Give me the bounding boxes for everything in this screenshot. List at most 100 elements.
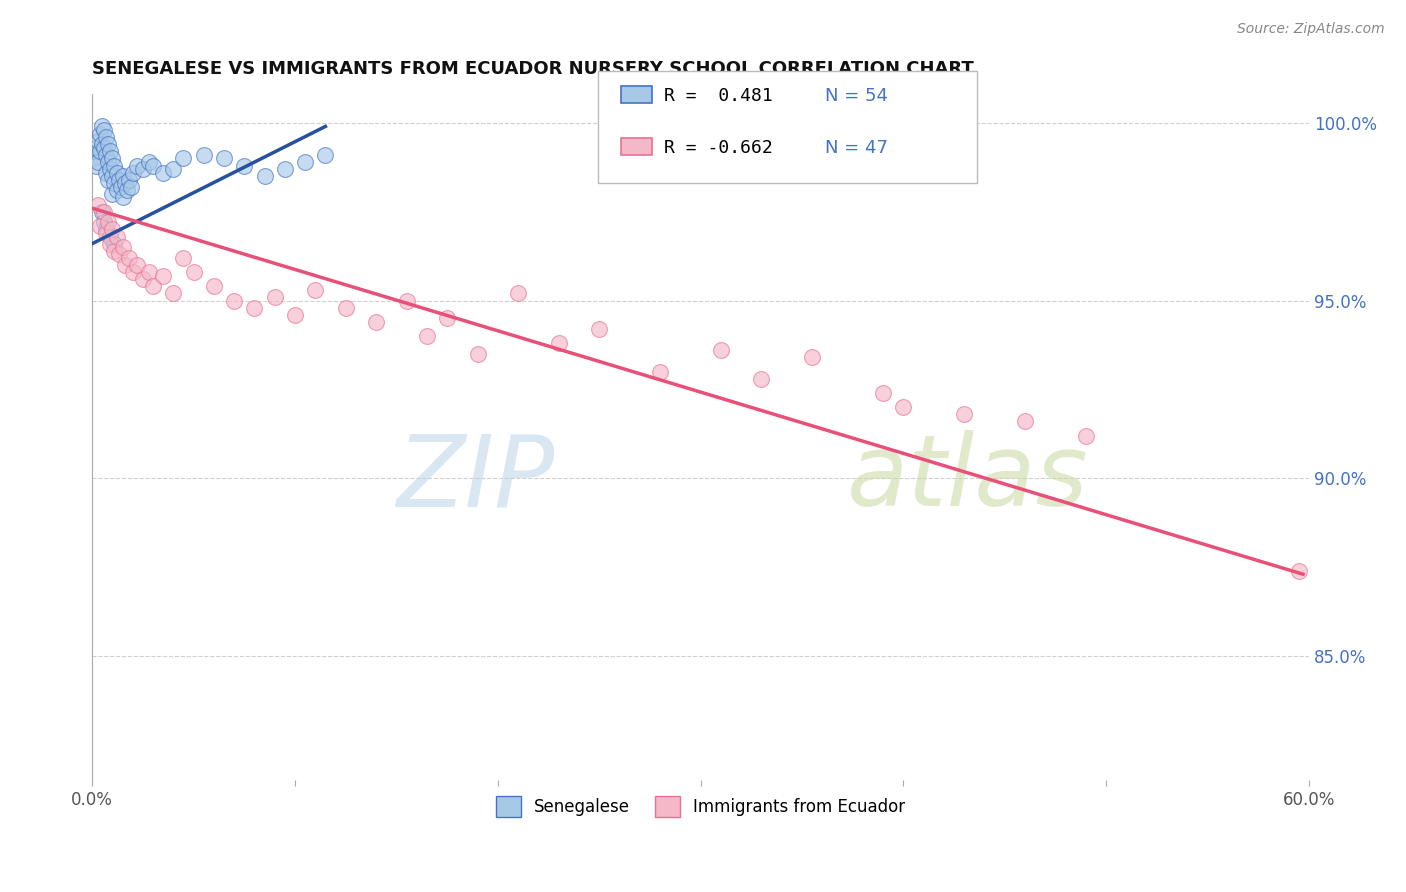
- Point: [335, 301, 357, 315]
- Point: [111, 240, 134, 254]
- Point: [172, 152, 194, 166]
- Point: [588, 322, 610, 336]
- Point: [97, 215, 120, 229]
- Point: [97, 172, 120, 186]
- Point: [87, 134, 110, 148]
- Point: [111, 169, 134, 183]
- Point: [172, 251, 194, 265]
- Point: [314, 148, 336, 162]
- Point: [84, 159, 107, 173]
- Point: [233, 159, 256, 173]
- Text: SENEGALESE VS IMMIGRANTS FROM ECUADOR NURSERY SCHOOL CORRELATION CHART: SENEGALESE VS IMMIGRANTS FROM ECUADOR NU…: [93, 60, 974, 78]
- Point: [101, 186, 124, 201]
- Point: [263, 290, 285, 304]
- Point: [142, 159, 165, 173]
- Text: atlas: atlas: [846, 430, 1088, 527]
- Point: [107, 247, 129, 261]
- Point: [416, 329, 439, 343]
- Text: Source: ZipAtlas.com: Source: ZipAtlas.com: [1237, 22, 1385, 37]
- Point: [284, 308, 307, 322]
- Point: [93, 123, 115, 137]
- Point: [96, 166, 118, 180]
- Point: [710, 343, 733, 358]
- Point: [83, 152, 105, 166]
- Point: [118, 172, 141, 186]
- Point: [91, 120, 114, 134]
- Point: [253, 169, 276, 183]
- Point: [100, 145, 122, 159]
- Point: [436, 311, 458, 326]
- Point: [101, 152, 124, 166]
- Point: [304, 283, 326, 297]
- Point: [114, 176, 136, 190]
- Point: [212, 152, 235, 166]
- Point: [105, 166, 128, 180]
- Point: [1014, 414, 1036, 428]
- Point: [115, 183, 138, 197]
- Point: [97, 137, 120, 152]
- Point: [751, 372, 773, 386]
- Point: [93, 204, 115, 219]
- Point: [91, 204, 114, 219]
- Point: [101, 222, 124, 236]
- Point: [142, 279, 165, 293]
- Point: [96, 226, 118, 240]
- Point: [120, 179, 142, 194]
- Point: [100, 229, 122, 244]
- Point: [801, 351, 824, 365]
- Point: [547, 336, 569, 351]
- Point: [105, 183, 128, 197]
- Point: [89, 145, 111, 159]
- Point: [93, 215, 115, 229]
- Point: [294, 155, 316, 169]
- Point: [648, 365, 671, 379]
- Point: [103, 236, 125, 251]
- Point: [152, 268, 174, 283]
- Point: [138, 155, 160, 169]
- Point: [96, 222, 118, 236]
- Point: [100, 162, 122, 177]
- Point: [872, 386, 894, 401]
- Point: [125, 159, 148, 173]
- Point: [103, 244, 125, 258]
- Point: [107, 172, 129, 186]
- Point: [138, 265, 160, 279]
- Point: [274, 162, 297, 177]
- Point: [243, 301, 266, 315]
- Text: R =  0.481: R = 0.481: [664, 87, 772, 105]
- Point: [101, 169, 124, 183]
- Point: [111, 190, 134, 204]
- Legend: Senegalese, Immigrants from Ecuador: Senegalese, Immigrants from Ecuador: [489, 789, 912, 823]
- Text: N = 47: N = 47: [825, 139, 889, 157]
- Point: [506, 286, 529, 301]
- Point: [118, 251, 141, 265]
- Point: [224, 293, 246, 308]
- Point: [103, 176, 125, 190]
- Point: [89, 219, 111, 233]
- Point: [1074, 428, 1097, 442]
- Point: [87, 155, 110, 169]
- Point: [467, 347, 489, 361]
- Point: [893, 400, 915, 414]
- Point: [132, 272, 155, 286]
- Point: [84, 141, 107, 155]
- Text: N = 54: N = 54: [825, 87, 889, 105]
- Point: [121, 166, 143, 180]
- Point: [152, 166, 174, 180]
- Point: [110, 179, 132, 194]
- Point: [125, 258, 148, 272]
- Point: [100, 236, 122, 251]
- Point: [953, 407, 976, 421]
- Point: [96, 148, 118, 162]
- Text: R = -0.662: R = -0.662: [664, 139, 772, 157]
- Point: [1288, 564, 1310, 578]
- Point: [121, 265, 143, 279]
- Point: [162, 162, 184, 177]
- Point: [202, 279, 225, 293]
- Point: [105, 229, 128, 244]
- Point: [97, 155, 120, 169]
- Point: [395, 293, 418, 308]
- Point: [132, 162, 155, 177]
- Point: [103, 159, 125, 173]
- Point: [96, 130, 118, 145]
